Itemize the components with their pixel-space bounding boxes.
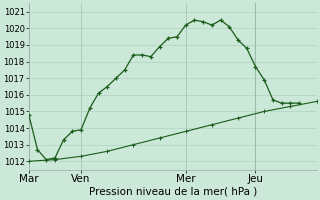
X-axis label: Pression niveau de la mer( hPa ): Pression niveau de la mer( hPa ) (89, 187, 257, 197)
